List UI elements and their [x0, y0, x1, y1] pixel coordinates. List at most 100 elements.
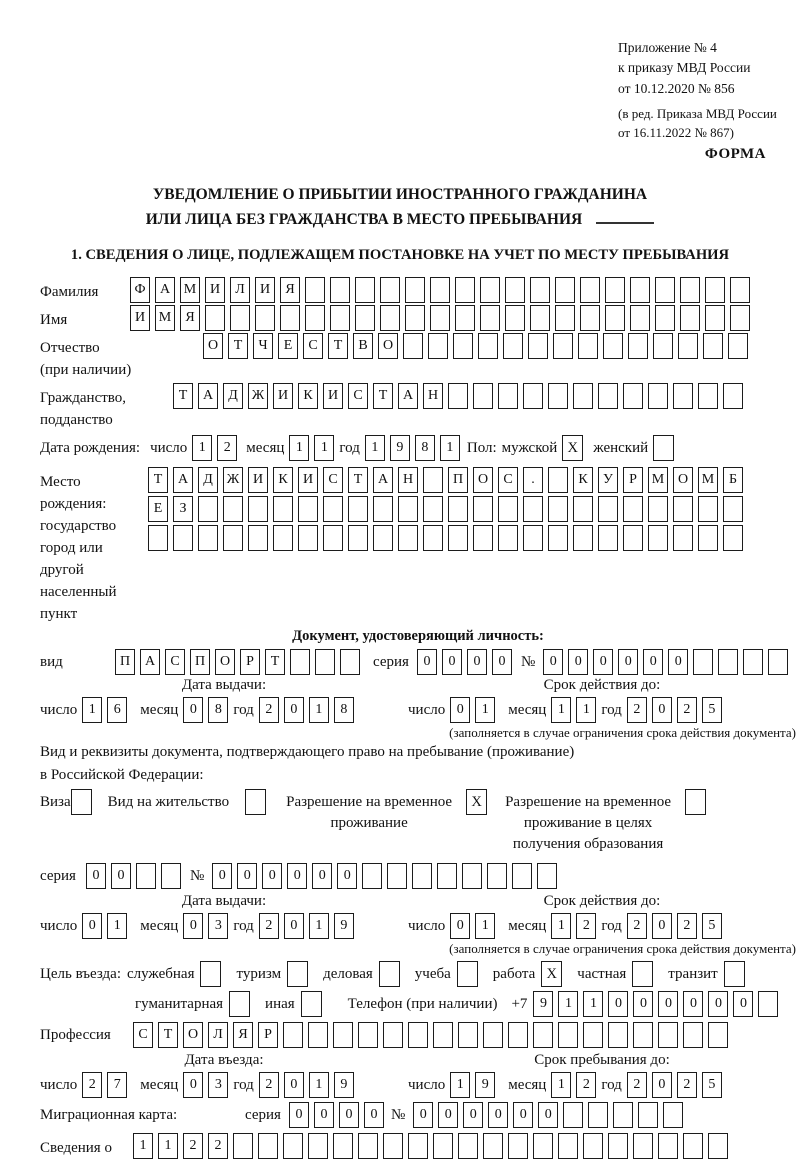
char-cell[interactable]: [448, 525, 468, 551]
char-cell[interactable]: 9: [333, 1072, 354, 1098]
char-cell[interactable]: 1: [107, 913, 128, 939]
char-cell[interactable]: [523, 525, 543, 551]
char-cell[interactable]: М: [180, 277, 200, 303]
char-cell[interactable]: Ф: [130, 277, 150, 303]
char-cell[interactable]: [355, 277, 375, 303]
char-cell[interactable]: [678, 333, 698, 359]
char-cell[interactable]: [655, 277, 675, 303]
char-cell[interactable]: [528, 333, 548, 359]
char-cell[interactable]: 0: [288, 1102, 309, 1128]
char-cell[interactable]: [698, 383, 718, 409]
char-cell[interactable]: [358, 1022, 378, 1048]
char-cell[interactable]: [623, 496, 643, 522]
char-cell[interactable]: [705, 305, 725, 331]
char-cell[interactable]: Т: [328, 333, 348, 359]
char-cell[interactable]: [558, 1022, 578, 1048]
gender-female-checkbox[interactable]: [653, 435, 675, 461]
purpose-business-checkbox[interactable]: [200, 961, 222, 987]
char-cell[interactable]: [498, 496, 518, 522]
char-cell[interactable]: 0: [733, 991, 754, 1017]
char-cell[interactable]: [758, 991, 779, 1017]
char-cell[interactable]: [373, 525, 393, 551]
char-cell[interactable]: [480, 305, 500, 331]
char-cell[interactable]: 0: [651, 1072, 672, 1098]
char-cell[interactable]: 0: [658, 991, 679, 1017]
char-cell[interactable]: [458, 1133, 478, 1159]
char-cell[interactable]: [298, 525, 318, 551]
char-cell[interactable]: 0: [262, 863, 283, 889]
char-cell[interactable]: [403, 333, 423, 359]
char-cell[interactable]: [408, 1022, 428, 1048]
char-cell[interactable]: [730, 277, 750, 303]
char-cell[interactable]: [433, 1022, 453, 1048]
char-cell[interactable]: Я: [280, 277, 300, 303]
char-cell[interactable]: [383, 1022, 403, 1048]
char-cell[interactable]: 2: [626, 1072, 647, 1098]
char-cell[interactable]: [533, 1133, 553, 1159]
char-cell[interactable]: [223, 525, 243, 551]
char-cell[interactable]: [508, 1133, 528, 1159]
char-cell[interactable]: В: [353, 333, 373, 359]
char-cell[interactable]: [730, 305, 750, 331]
temp-residence-checkbox[interactable]: X: [466, 789, 488, 815]
char-cell[interactable]: 0: [183, 913, 204, 939]
char-cell[interactable]: [603, 333, 623, 359]
char-cell[interactable]: [198, 525, 218, 551]
char-cell[interactable]: [530, 277, 550, 303]
char-cell[interactable]: И: [248, 467, 268, 493]
char-cell[interactable]: 0: [416, 649, 437, 675]
char-cell[interactable]: [273, 525, 293, 551]
char-cell[interactable]: [563, 1102, 584, 1128]
char-cell[interactable]: 8: [208, 697, 229, 723]
char-cell[interactable]: [630, 277, 650, 303]
char-cell[interactable]: А: [398, 383, 418, 409]
char-cell[interactable]: Т: [265, 649, 285, 675]
char-cell[interactable]: [608, 1022, 628, 1048]
char-cell[interactable]: [580, 277, 600, 303]
char-cell[interactable]: [613, 1102, 634, 1128]
char-cell[interactable]: К: [573, 467, 593, 493]
char-cell[interactable]: [698, 525, 718, 551]
char-cell[interactable]: 0: [643, 649, 664, 675]
char-cell[interactable]: [583, 1022, 603, 1048]
char-cell[interactable]: А: [140, 649, 160, 675]
char-cell[interactable]: 2: [626, 697, 647, 723]
char-cell[interactable]: [708, 1133, 728, 1159]
char-cell[interactable]: [548, 383, 568, 409]
char-cell[interactable]: [653, 333, 673, 359]
char-cell[interactable]: [523, 496, 543, 522]
char-cell[interactable]: [205, 305, 225, 331]
char-cell[interactable]: У: [598, 467, 618, 493]
purpose-tourism-checkbox[interactable]: [287, 961, 309, 987]
char-cell[interactable]: 2: [258, 1072, 279, 1098]
char-cell[interactable]: [478, 333, 498, 359]
char-cell[interactable]: М: [155, 305, 175, 331]
char-cell[interactable]: 3: [208, 913, 229, 939]
char-cell[interactable]: 1: [364, 435, 385, 461]
char-cell[interactable]: [455, 305, 475, 331]
char-cell[interactable]: [598, 496, 618, 522]
char-cell[interactable]: 1: [192, 435, 213, 461]
char-cell[interactable]: И: [205, 277, 225, 303]
char-cell[interactable]: Е: [278, 333, 298, 359]
char-cell[interactable]: [655, 305, 675, 331]
char-cell[interactable]: [423, 525, 443, 551]
char-cell[interactable]: [530, 305, 550, 331]
char-cell[interactable]: 2: [676, 697, 697, 723]
char-cell[interactable]: [573, 496, 593, 522]
char-cell[interactable]: [233, 1133, 253, 1159]
char-cell[interactable]: [573, 525, 593, 551]
char-cell[interactable]: Ж: [248, 383, 268, 409]
char-cell[interactable]: 1: [439, 435, 460, 461]
char-cell[interactable]: 1: [133, 1133, 153, 1159]
char-cell[interactable]: [462, 863, 483, 889]
purpose-other-checkbox[interactable]: [300, 991, 322, 1017]
char-cell[interactable]: 2: [208, 1133, 228, 1159]
char-cell[interactable]: О: [378, 333, 398, 359]
char-cell[interactable]: 1: [82, 697, 103, 723]
char-cell[interactable]: 0: [488, 1102, 509, 1128]
char-cell[interactable]: 2: [183, 1133, 203, 1159]
char-cell[interactable]: С: [498, 467, 518, 493]
char-cell[interactable]: [283, 1022, 303, 1048]
char-cell[interactable]: [323, 496, 343, 522]
